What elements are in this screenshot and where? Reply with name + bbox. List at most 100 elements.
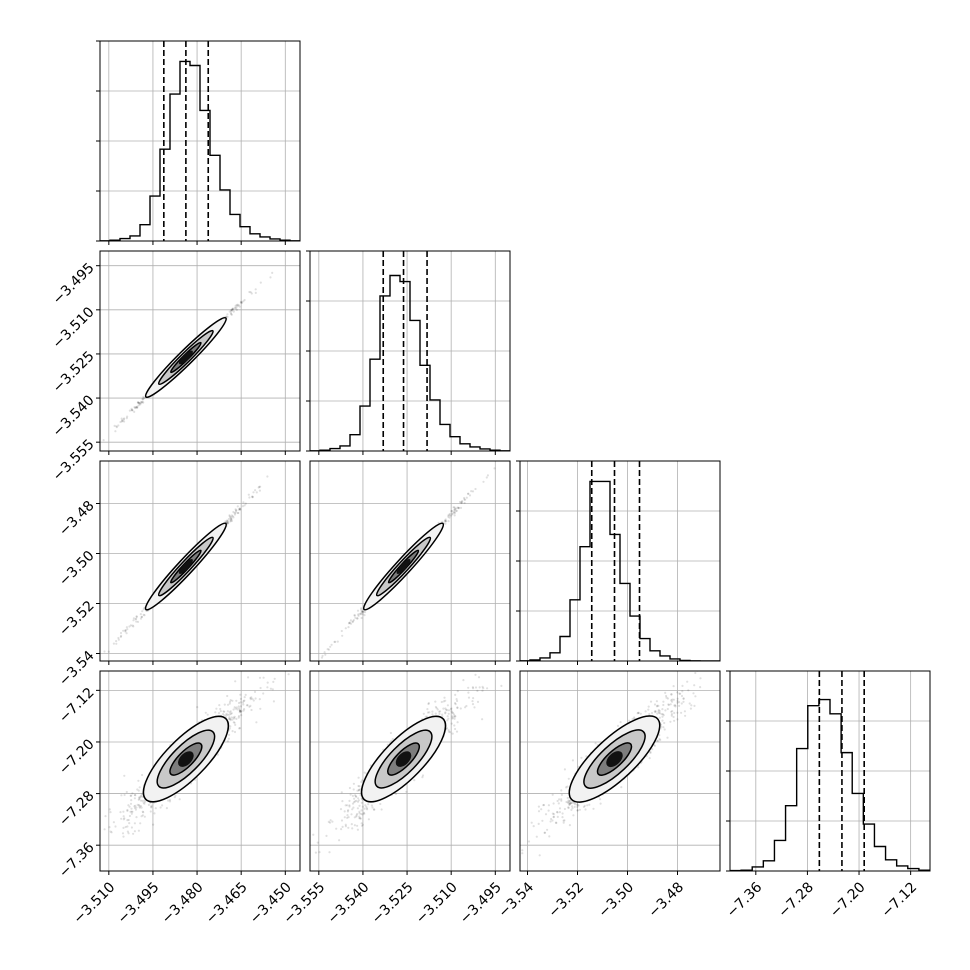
sample-point <box>234 509 238 512</box>
sample-point <box>434 705 437 709</box>
sample-point <box>362 811 366 815</box>
sample-point <box>139 804 142 808</box>
sample-point <box>228 514 231 517</box>
sample-point <box>570 808 573 812</box>
sample-point <box>129 624 132 627</box>
sample-point <box>320 656 324 659</box>
sample-point <box>682 697 685 701</box>
sample-point <box>576 805 579 809</box>
sample-point <box>654 710 657 713</box>
sample-point <box>364 804 367 807</box>
sample-point <box>426 708 429 711</box>
sample-point <box>343 816 346 819</box>
sample-point <box>450 710 453 713</box>
sample-point <box>556 811 559 814</box>
sample-point <box>357 776 360 779</box>
sample-point <box>552 802 555 805</box>
sample-point <box>109 830 112 833</box>
xtick-label-0: −3.510 <box>70 879 118 927</box>
sample-point <box>447 729 450 732</box>
sample-point <box>122 835 125 838</box>
sample-point <box>259 485 262 488</box>
sample-point <box>357 788 360 792</box>
sample-point <box>126 808 129 812</box>
tick-marks <box>96 40 286 245</box>
sample-point <box>196 706 199 709</box>
sample-point <box>334 640 337 644</box>
sample-point <box>214 711 217 714</box>
sample-point <box>122 818 125 821</box>
sample-point <box>115 426 118 429</box>
sample-point <box>226 703 230 706</box>
sample-point <box>230 516 233 519</box>
sample-point <box>228 700 232 703</box>
sample-point <box>133 805 136 808</box>
sample-point <box>140 793 143 796</box>
sample-point <box>485 476 488 479</box>
sample-point <box>344 627 347 630</box>
sample-point <box>639 712 642 715</box>
sample-point <box>231 730 234 733</box>
gridlines <box>100 41 300 241</box>
sample-point <box>547 809 550 812</box>
sample-point <box>567 806 570 810</box>
sample-point <box>330 643 333 646</box>
sample-point <box>128 409 131 412</box>
sample-point <box>427 702 430 706</box>
sample-point <box>141 810 144 813</box>
sample-point <box>356 617 359 620</box>
sample-point <box>353 614 356 617</box>
sample-point <box>287 691 289 693</box>
sample-point <box>161 804 164 807</box>
sample-point <box>121 419 124 422</box>
sample-point <box>117 636 120 640</box>
sample-point <box>119 631 123 635</box>
sample-point <box>244 502 247 505</box>
sample-point <box>108 826 111 829</box>
sample-point <box>456 706 459 710</box>
sample-point <box>139 403 142 406</box>
sample-point <box>133 797 136 800</box>
sample-point <box>680 694 684 698</box>
sample-point <box>657 711 661 714</box>
sample-point <box>577 804 580 807</box>
sample-point <box>122 826 125 830</box>
tick-marks <box>516 460 678 665</box>
sample-point <box>346 816 349 820</box>
sample-point <box>438 710 441 713</box>
sample-point <box>441 713 444 716</box>
sample-point <box>571 759 575 762</box>
sample-point <box>434 700 437 703</box>
sample-point <box>458 500 462 504</box>
sample-point <box>355 795 358 798</box>
sample-point <box>254 291 257 294</box>
sample-point <box>427 702 430 705</box>
sample-point <box>647 708 650 711</box>
sample-point <box>141 400 144 403</box>
sample-point <box>219 710 222 713</box>
sample-point <box>442 700 445 703</box>
sample-point <box>493 467 496 470</box>
sample-point <box>683 710 687 713</box>
scatter-panel-3-1: −3.555−3.540−3.525−3.510−3.495 <box>280 670 511 927</box>
sample-point <box>349 622 353 625</box>
sample-point <box>259 707 262 710</box>
sample-point <box>478 686 481 689</box>
sample-point <box>351 802 355 805</box>
sample-point <box>481 718 484 721</box>
sample-point <box>651 748 654 751</box>
sample-point <box>340 828 343 831</box>
sample-point <box>360 809 363 812</box>
sample-point <box>254 288 257 291</box>
sample-point <box>391 737 394 741</box>
sample-point <box>673 704 676 707</box>
sample-point <box>215 707 218 710</box>
sample-point <box>681 690 684 693</box>
sample-point <box>173 796 176 799</box>
sample-point <box>238 707 241 710</box>
xtick-label-1: −3.540 <box>325 879 373 927</box>
sample-point <box>138 796 141 799</box>
sample-point <box>680 702 683 705</box>
sample-point <box>325 834 328 838</box>
sample-point <box>455 730 459 733</box>
